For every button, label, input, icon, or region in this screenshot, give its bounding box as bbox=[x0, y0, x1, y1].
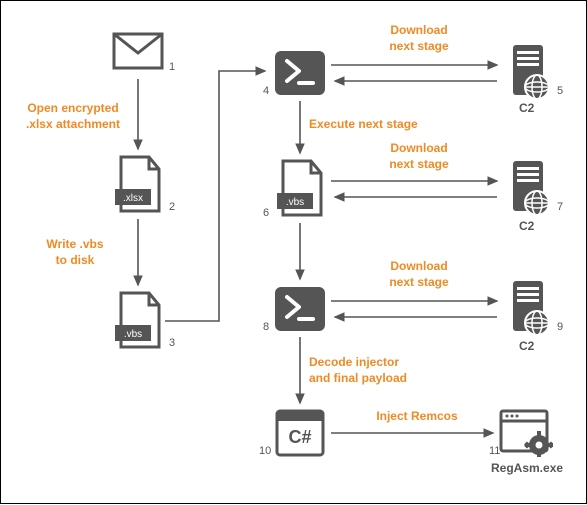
caption-c2-1: C2 bbox=[519, 101, 534, 117]
label-download-1: Downloadnext stage bbox=[359, 23, 479, 54]
node-regasm bbox=[499, 409, 553, 463]
node-csharp: C# bbox=[273, 409, 327, 463]
node-num-6: 6 bbox=[263, 207, 269, 219]
node-server-3 bbox=[499, 279, 553, 333]
label-download-2: Downloadnext stage bbox=[359, 141, 479, 172]
node-powershell-2 bbox=[273, 285, 327, 339]
caption-c2-3: C2 bbox=[519, 339, 534, 355]
node-num-4: 4 bbox=[263, 85, 269, 97]
node-num-7: 7 bbox=[557, 201, 563, 213]
node-powershell-1 bbox=[273, 49, 327, 103]
node-vbs-1: .vbs bbox=[111, 291, 165, 345]
label-write-vbs: Write .vbsto disk bbox=[25, 237, 125, 268]
diagram-canvas: 1 .xlsx 2 .vbs 3 4 bbox=[0, 0, 587, 504]
node-num-10: 10 bbox=[259, 445, 271, 457]
node-xlsx: .xlsx bbox=[111, 155, 165, 209]
label-download-3: Downloadnext stage bbox=[359, 259, 479, 290]
node-vbs-2: .vbs bbox=[273, 159, 327, 213]
node-server-1 bbox=[499, 43, 553, 97]
node-server-2 bbox=[499, 159, 553, 213]
svg-text:.vbs: .vbs bbox=[286, 197, 304, 208]
node-num-5: 5 bbox=[557, 85, 563, 97]
caption-regasm: RegAsm.exe bbox=[491, 461, 563, 477]
node-num-3: 3 bbox=[169, 337, 175, 349]
node-num-11: 11 bbox=[489, 445, 500, 457]
caption-c2-2: C2 bbox=[519, 219, 534, 235]
label-decode: Decode injectorand final payload bbox=[309, 355, 469, 386]
svg-text:C#: C# bbox=[288, 427, 311, 447]
label-inject: Inject Remcos bbox=[357, 409, 477, 425]
svg-text:.vbs: .vbs bbox=[124, 329, 142, 340]
node-email bbox=[111, 31, 165, 85]
node-num-8: 8 bbox=[263, 321, 269, 333]
node-num-9: 9 bbox=[557, 321, 563, 333]
label-open-encrypted: Open encrypted.xlsx attachment bbox=[13, 101, 133, 132]
node-num-1: 1 bbox=[169, 61, 175, 73]
label-execute: Execute next stage bbox=[309, 117, 469, 133]
file-ext-xlsx: .xlsx bbox=[123, 193, 143, 204]
node-num-2: 2 bbox=[169, 201, 175, 213]
